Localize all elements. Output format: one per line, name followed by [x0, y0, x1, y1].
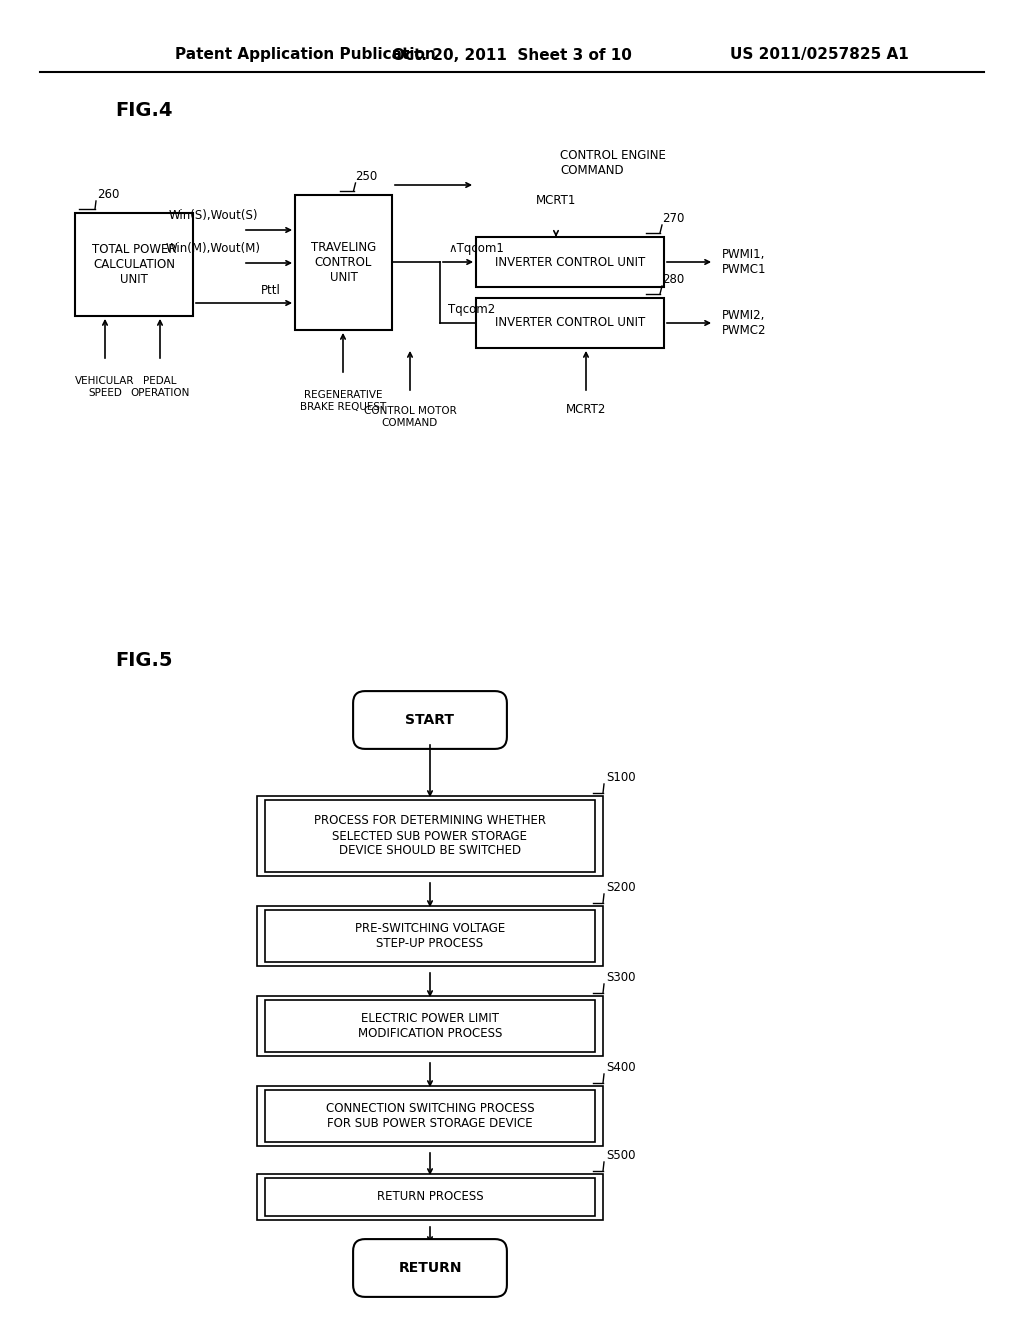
Text: RETURN PROCESS: RETURN PROCESS: [377, 1191, 483, 1204]
Text: CONTROL MOTOR
COMMAND: CONTROL MOTOR COMMAND: [364, 407, 457, 428]
Text: FIG.4: FIG.4: [115, 100, 172, 120]
Text: PEDAL
OPERATION: PEDAL OPERATION: [130, 376, 189, 397]
Text: ∧Tqcom1: ∧Tqcom1: [449, 242, 504, 255]
Bar: [257, 997, 603, 1056]
Text: Tqcom2: Tqcom2: [449, 304, 496, 315]
Bar: [265, 1177, 595, 1216]
Text: VEHICULAR
SPEED: VEHICULAR SPEED: [75, 376, 135, 397]
Text: Patent Application Publication: Patent Application Publication: [175, 48, 436, 62]
Bar: [265, 800, 595, 873]
Text: ELECTRIC POWER LIMIT
MODIFICATION PROCESS: ELECTRIC POWER LIMIT MODIFICATION PROCES…: [357, 1012, 502, 1040]
Text: Pttl: Pttl: [261, 284, 281, 297]
Text: PWMI2,
PWMC2: PWMI2, PWMC2: [722, 309, 767, 337]
Text: TOTAL POWER
CALCULATION
UNIT: TOTAL POWER CALCULATION UNIT: [92, 243, 176, 286]
Bar: [257, 796, 603, 876]
Text: TRAVELING
CONTROL
UNIT: TRAVELING CONTROL UNIT: [311, 242, 376, 284]
Text: Oct. 20, 2011  Sheet 3 of 10: Oct. 20, 2011 Sheet 3 of 10: [392, 48, 632, 62]
Bar: [476, 298, 664, 348]
FancyBboxPatch shape: [353, 1239, 507, 1296]
Text: S100: S100: [606, 771, 636, 784]
Text: 270: 270: [662, 213, 684, 224]
Bar: [265, 1090, 595, 1142]
Text: 250: 250: [355, 170, 378, 183]
Text: 260: 260: [97, 187, 120, 201]
Bar: [257, 1173, 603, 1220]
Bar: [257, 906, 603, 966]
Text: PRE-SWITCHING VOLTAGE
STEP-UP PROCESS: PRE-SWITCHING VOLTAGE STEP-UP PROCESS: [355, 921, 505, 950]
Text: MCRT1: MCRT1: [536, 194, 577, 207]
FancyBboxPatch shape: [353, 692, 507, 748]
Text: REGENERATIVE
BRAKE REQUEST: REGENERATIVE BRAKE REQUEST: [300, 389, 386, 412]
Text: S200: S200: [606, 880, 636, 894]
Text: Win(S),Wout(S): Win(S),Wout(S): [168, 209, 258, 222]
Text: FIG.5: FIG.5: [115, 651, 172, 669]
Bar: [295, 195, 392, 330]
Text: MCRT2: MCRT2: [566, 403, 606, 416]
Text: START: START: [406, 713, 455, 727]
Text: Win(M),Wout(M): Win(M),Wout(M): [166, 242, 260, 255]
Bar: [75, 213, 193, 315]
Bar: [265, 909, 595, 962]
Text: CONTROL ENGINE
COMMAND: CONTROL ENGINE COMMAND: [560, 149, 666, 177]
Text: INVERTER CONTROL UNIT: INVERTER CONTROL UNIT: [495, 256, 645, 268]
Bar: [476, 238, 664, 286]
Text: S400: S400: [606, 1061, 636, 1074]
Text: PROCESS FOR DETERMINING WHETHER
SELECTED SUB POWER STORAGE
DEVICE SHOULD BE SWIT: PROCESS FOR DETERMINING WHETHER SELECTED…: [314, 814, 546, 858]
Text: RETURN: RETURN: [398, 1261, 462, 1275]
Text: INVERTER CONTROL UNIT: INVERTER CONTROL UNIT: [495, 317, 645, 330]
Bar: [257, 1086, 603, 1146]
Text: PWMI1,
PWMC1: PWMI1, PWMC1: [722, 248, 767, 276]
Text: CONNECTION SWITCHING PROCESS
FOR SUB POWER STORAGE DEVICE: CONNECTION SWITCHING PROCESS FOR SUB POW…: [326, 1102, 535, 1130]
Bar: [265, 1001, 595, 1052]
Text: S500: S500: [606, 1148, 636, 1162]
Text: US 2011/0257825 A1: US 2011/0257825 A1: [730, 48, 908, 62]
Text: 280: 280: [662, 273, 684, 286]
Text: S300: S300: [606, 972, 636, 983]
